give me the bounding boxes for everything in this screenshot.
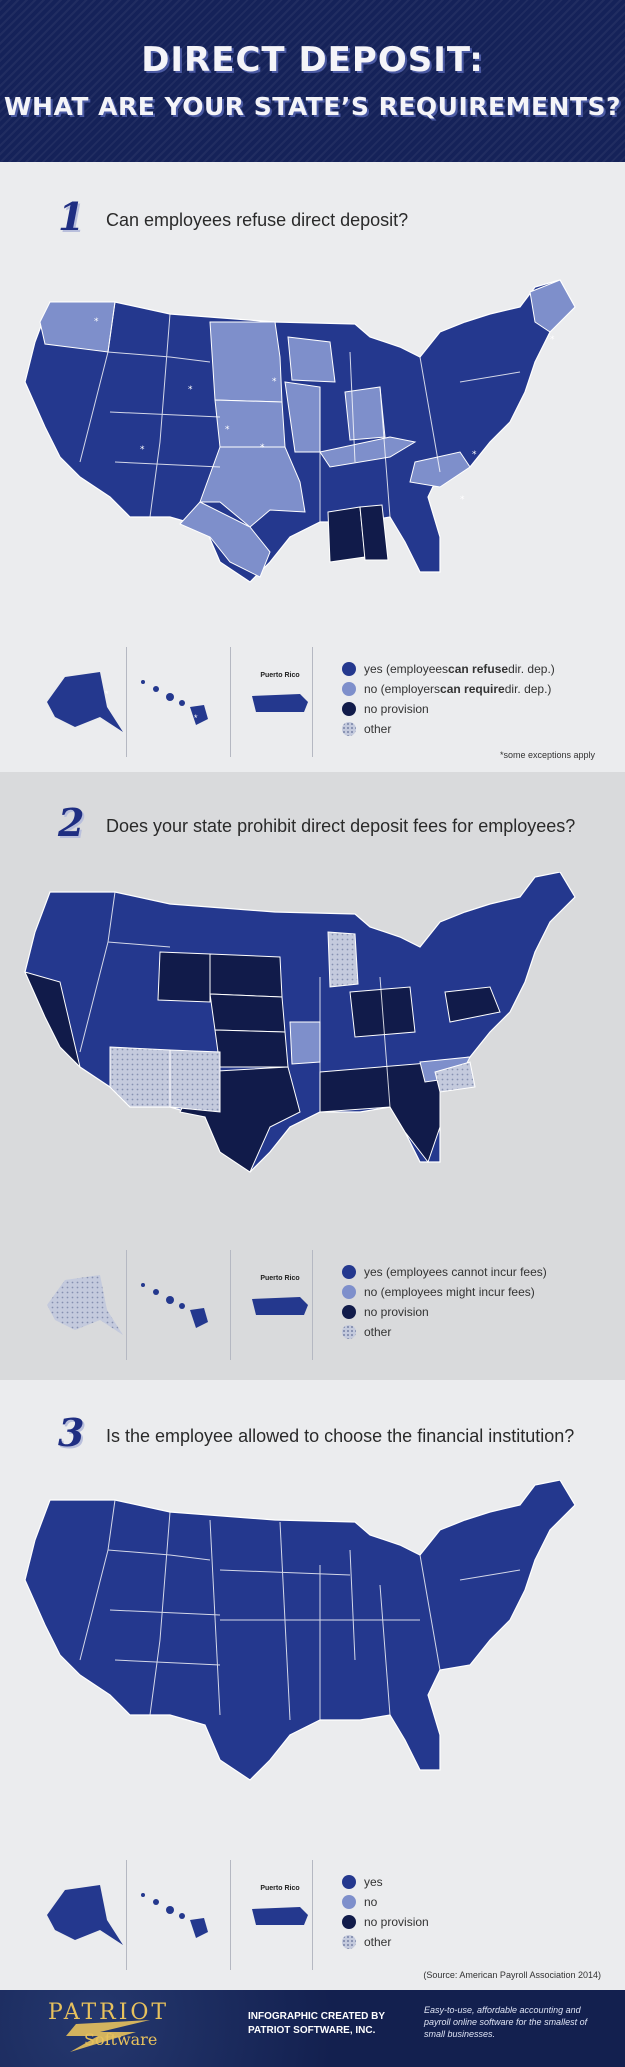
alaska-inset (45, 1270, 125, 1340)
patriot-software-logo[interactable]: PATRIOT Software (40, 1998, 190, 2058)
svg-text:*: * (94, 317, 99, 327)
svg-text:*: * (472, 450, 477, 460)
legend-item-other: other (342, 719, 625, 739)
alaska-inset: * (45, 667, 125, 737)
question-3-section: 3 Is the employee allowed to choose the … (0, 1380, 625, 1990)
logo-word-software: Software (84, 2030, 158, 2049)
hawaii-inset (138, 1280, 228, 1340)
legend-item-yes: yes (employees can refuse dir. dep.) (342, 659, 625, 679)
tagline-text: Easy-to-use, affordable accounting and p… (424, 2005, 588, 2039)
legend-q2: yes (employees cannot incur fees) no (em… (342, 1262, 625, 1342)
yes-swatch-icon (342, 662, 356, 676)
question-number: 3 (58, 1410, 85, 1455)
logo-word-patriot: PATRIOT (48, 2000, 170, 2025)
question-text: Does your state prohibit direct deposit … (106, 816, 576, 836)
us-map-q3 (20, 1479, 605, 1860)
no-provision-swatch-icon (342, 702, 356, 716)
svg-text:*: * (550, 335, 555, 345)
legend-item-no: no (342, 1892, 625, 1912)
legend-item-yes: yes (342, 1872, 625, 1892)
puerto-rico-inset: Puerto Rico (245, 1885, 315, 1945)
legend-item-no-provision: no provision (342, 1302, 625, 1322)
legend-item-no-provision: no provision (342, 699, 625, 719)
legend-q3: yes no no provision other (342, 1872, 625, 1952)
puerto-rico-inset: Puerto Rico (245, 672, 315, 732)
svg-text:*: * (272, 377, 277, 387)
legend-item-no: no (employees might incur fees) (342, 1282, 625, 1302)
alaska-inset (45, 1880, 125, 1950)
legend-item-other: other (342, 1932, 625, 1952)
us-map-q2 (20, 871, 605, 1252)
question-number: 1 (58, 194, 85, 239)
hawaii-inset (138, 1890, 228, 1950)
us-map-q1: * * * * * * * * * (20, 262, 605, 642)
svg-text:*: * (260, 443, 265, 453)
yes-swatch-icon (342, 1875, 356, 1889)
page-title: DIRECT DEPOSIT: (141, 40, 484, 80)
insets-q2: Puerto Rico yes (employees cannot incur … (30, 1250, 620, 1360)
other-swatch-icon (342, 1325, 356, 1339)
puerto-rico-label: Puerto Rico (260, 1275, 300, 1282)
insets-q3: Puerto Rico yes no no provision other (30, 1860, 620, 1970)
us-map-graphic: * * * * * * * * * (24, 279, 576, 583)
legend-item-no: no (employers can require dir. dep.) (342, 679, 625, 699)
source-note: (Source: American Payroll Association 20… (423, 1970, 601, 1980)
svg-text:*: * (105, 689, 109, 699)
exceptions-note: *some exceptions apply (499, 750, 595, 760)
other-swatch-icon (342, 1935, 356, 1949)
lightning-icon (66, 2020, 150, 2052)
question-text: Is the employee allowed to choose the fi… (106, 1426, 575, 1446)
other-swatch-icon (342, 722, 356, 736)
credit-text: INFOGRAPHIC CREATED BY PATRIOT SOFTWARE,… (248, 2011, 386, 2036)
question-1-section: 1 Can employees refuse direct deposit? (0, 162, 625, 772)
question-text: Can employees refuse direct deposit? (106, 210, 409, 230)
svg-text:*: * (194, 713, 198, 723)
hawaii-inset: * (138, 677, 228, 737)
us-map-graphic (24, 1479, 576, 1781)
svg-text:*: * (460, 495, 465, 505)
page-subtitle: WHAT ARE YOUR STATE’S REQUIREMENTS? (3, 92, 622, 121)
svg-text:*: * (225, 425, 230, 435)
no-swatch-icon (342, 1285, 356, 1299)
legend-q1: yes (employees can refuse dir. dep.) no … (342, 659, 625, 739)
us-map-graphic (24, 871, 576, 1173)
page-footer: PATRIOT Software INFOGRAPHIC CREATED BY … (0, 1990, 625, 2067)
no-provision-swatch-icon (342, 1305, 356, 1319)
yes-swatch-icon (342, 1265, 356, 1279)
puerto-rico-label: Puerto Rico (260, 672, 300, 679)
legend-item-no-provision: no provision (342, 1912, 625, 1932)
legend-item-other: other (342, 1322, 625, 1342)
no-provision-swatch-icon (342, 1915, 356, 1929)
legend-item-yes: yes (employees cannot incur fees) (342, 1262, 625, 1282)
puerto-rico-inset: Puerto Rico (245, 1275, 315, 1335)
no-swatch-icon (342, 1895, 356, 1909)
svg-text:*: * (188, 385, 193, 395)
insets-q1: * * Puerto Rico yes (employees can refus… (30, 647, 620, 757)
puerto-rico-label: Puerto Rico (260, 1885, 300, 1892)
page-header: DIRECT DEPOSIT: WHAT ARE YOUR STATE’S RE… (0, 0, 625, 162)
no-swatch-icon (342, 682, 356, 696)
svg-text:*: * (140, 445, 145, 455)
question-number: 2 (58, 800, 85, 845)
question-2-section: 2 Does your state prohibit direct deposi… (0, 772, 625, 1380)
